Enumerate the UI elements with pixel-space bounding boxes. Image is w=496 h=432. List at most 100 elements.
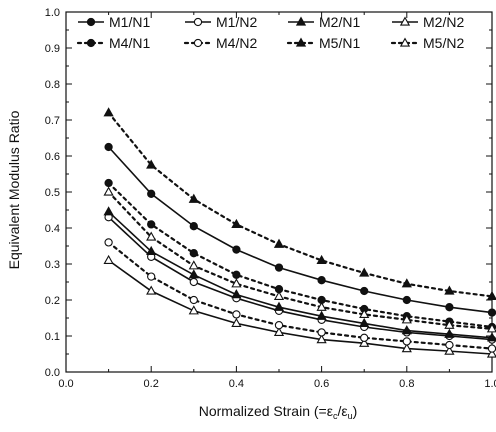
data-point — [444, 345, 455, 355]
y-tick: 0.4 — [45, 209, 492, 235]
y-tick: 0.0 — [45, 353, 492, 379]
data-point — [232, 310, 241, 319]
legend-item: M5/N2 — [390, 35, 464, 51]
data-point — [189, 277, 198, 287]
y-tick-label: 0.7 — [45, 115, 60, 127]
data-point — [316, 334, 327, 344]
data-point — [359, 337, 370, 347]
x-axis-title-sub-u: u — [348, 411, 353, 421]
series-m5-n1 — [103, 107, 496, 301]
x-tick-label: 0.2 — [144, 378, 159, 390]
series-line — [108, 216, 493, 341]
data-point — [231, 289, 242, 299]
y-tick-label: 0.6 — [45, 151, 60, 163]
data-point — [188, 260, 199, 270]
legend-label: M4/N1 — [109, 35, 150, 51]
series-m2-n1 — [103, 206, 496, 342]
data-point — [359, 267, 370, 277]
series-line — [108, 259, 493, 355]
data-point — [147, 189, 156, 198]
x-tick: 1.0 — [484, 12, 496, 390]
data-point — [189, 295, 198, 305]
data-point — [231, 317, 242, 328]
data-point — [487, 308, 496, 317]
data-point — [487, 344, 496, 353]
legend-item: M4/N1 — [76, 35, 150, 51]
x-tick-label: 1.0 — [484, 378, 496, 390]
y-tick-label: 0.4 — [45, 223, 60, 235]
y-tick: 0.3 — [45, 245, 492, 271]
legend-item: M5/N1 — [286, 35, 360, 51]
series-m4-n1 — [104, 178, 496, 332]
data-point — [193, 38, 203, 48]
data-point — [86, 38, 96, 48]
legend-label: M4/N2 — [216, 35, 257, 51]
data-point — [104, 238, 113, 247]
y-tick: 1.0 — [45, 7, 492, 19]
data-point — [402, 337, 411, 346]
legend-label: M2/N2 — [423, 14, 464, 30]
legend-item: M2/N1 — [288, 14, 360, 30]
data-point — [273, 290, 285, 301]
y-tick-label: 0.0 — [45, 367, 60, 379]
y-tick-label: 0.5 — [45, 187, 60, 199]
data-point — [295, 37, 307, 47]
data-point — [399, 16, 411, 26]
x-tick-label: 0.6 — [314, 378, 329, 390]
data-point — [316, 301, 327, 311]
data-point — [146, 285, 157, 295]
series-line — [108, 211, 493, 339]
data-point — [401, 325, 412, 335]
plot-frame — [65, 11, 493, 373]
y-tick-label: 0.2 — [45, 295, 60, 307]
data-point — [445, 303, 454, 312]
x-axis-title-close: ) — [353, 403, 358, 419]
x-tick: 0.8 — [399, 12, 450, 390]
data-point — [444, 285, 455, 295]
plot-frame-group — [65, 11, 493, 373]
x-tick-label: 0.4 — [229, 378, 244, 390]
x-tick: 0.2 — [144, 12, 195, 390]
data-point — [189, 249, 198, 258]
data-point — [401, 278, 412, 288]
x-tick-label: 0.8 — [399, 378, 414, 390]
data-point — [316, 254, 327, 265]
y-tick: 0.2 — [45, 281, 492, 307]
y-tick: 0.1 — [45, 317, 492, 343]
x-tick: 0.4 — [229, 12, 280, 390]
y-tick: 0.6 — [45, 137, 492, 163]
legend-label: M2/N1 — [319, 14, 360, 30]
data-point — [274, 263, 284, 272]
legend-item: M1/N1 — [78, 14, 150, 30]
data-point — [232, 245, 241, 254]
data-point — [231, 218, 242, 229]
data-point — [103, 254, 114, 265]
data-point — [231, 278, 242, 288]
y-tick: 0.7 — [45, 101, 492, 127]
data-point — [486, 332, 496, 342]
x-axis-title-main: Normalized Strain (=ε — [199, 403, 333, 419]
data-point — [104, 142, 113, 152]
data-point — [402, 295, 411, 305]
data-point — [360, 286, 369, 296]
y-axis-ticks: 0.0 0.1 0.2 0.3 0.4 0.5 0.6 0.7 0.8 0.9 1.0 — [45, 7, 492, 379]
x-tick-label: 0.0 — [58, 378, 73, 390]
y-axis-title: Equivalent Modulus Ratio — [6, 110, 22, 269]
y-tick: 0.5 — [45, 173, 492, 199]
data-point — [359, 317, 370, 328]
data-point — [316, 310, 327, 320]
x-axis-title-sep: /ε — [337, 403, 347, 419]
y-tick-label: 1.0 — [45, 7, 60, 19]
data-point — [188, 193, 199, 203]
legend-label: M5/N2 — [423, 35, 464, 51]
series-m2-n2 — [103, 254, 496, 358]
y-tick-label: 0.3 — [45, 259, 60, 271]
data-point — [445, 340, 454, 350]
series-m1-n1 — [104, 142, 496, 317]
x-tick: 0.6 — [314, 12, 365, 390]
legend-item: M2/N2 — [392, 14, 464, 30]
data-point — [146, 159, 157, 169]
legend-item: M1/N2 — [185, 14, 257, 30]
x-axis-title-sub-c: c — [333, 411, 338, 421]
